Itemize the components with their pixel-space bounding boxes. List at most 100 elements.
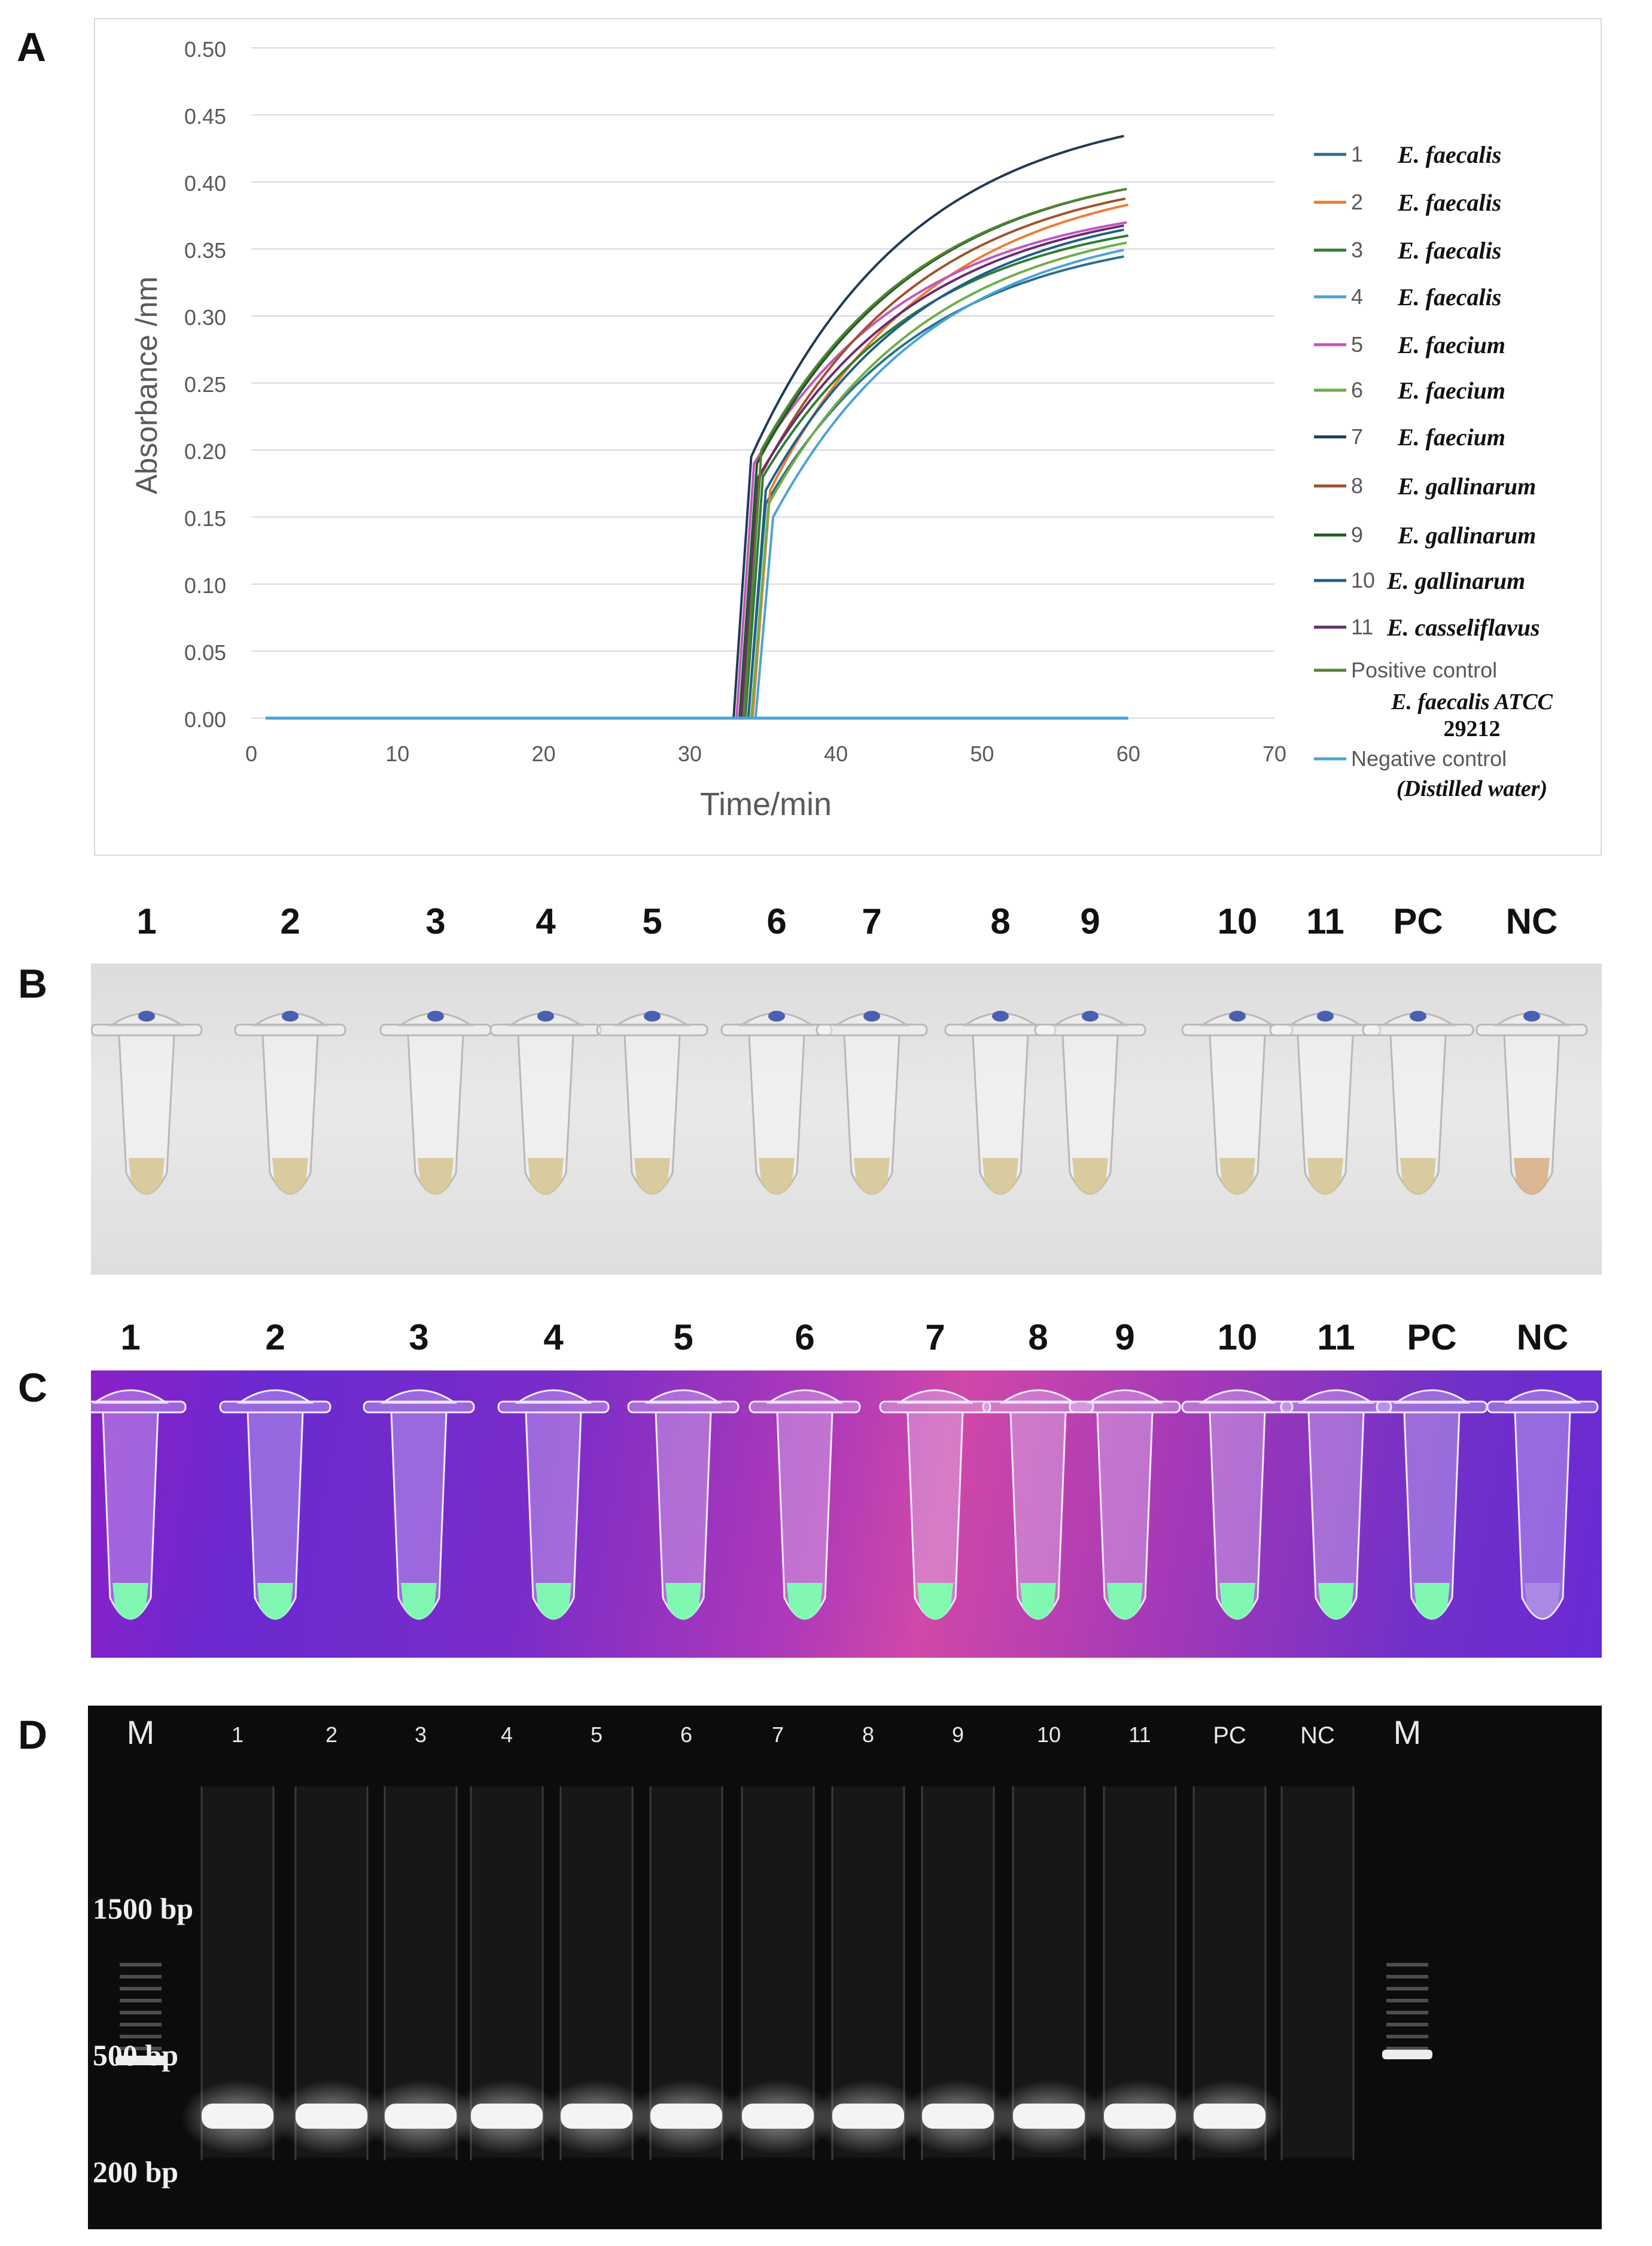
legend-control-name: Positive control [1351,658,1497,682]
tube [91,1389,187,1620]
tube-b-label: 2 [280,901,300,941]
gel-lane [181,1786,294,2160]
legend-number: 10 [1351,568,1375,592]
tube [944,1012,1057,1195]
cap-dot [992,1011,1009,1022]
tube-b-label: 6 [766,901,787,941]
tube-photo-white-light [91,964,1602,1275]
cap-dot [282,1011,299,1022]
absorbance-chart: 0.00 0.05 0.10 0.15 0.20 0.25 0.30 0.35 0.40 0.45… [130,37,1553,822]
tube-c-label: 2 [265,1317,285,1357]
gel-lane [1083,1786,1197,2160]
legend-number: 7 [1351,424,1363,449]
gel-lane [450,1786,564,2160]
panel-label-a: A [17,25,47,70]
legend-number: 11 [1351,615,1373,639]
gel-lane [1382,1963,1432,2059]
tube [749,1389,861,1620]
tube-b-label: 11 [1306,901,1344,941]
tube [982,1389,1094,1620]
series-line-4 [266,248,1124,719]
tube-b-label: 8 [990,901,1011,941]
tube [1269,1012,1382,1195]
tube-c-label: NC [1516,1317,1569,1357]
tube-c-label: 3 [409,1317,429,1357]
legend-species: E. faecium [1397,377,1505,404]
legend-species: E. gallinarum [1397,522,1536,549]
tube [91,1012,203,1195]
legend-number: 5 [1351,332,1363,357]
gel-lane [275,1786,388,2160]
legend-species: E. casseliflavus [1386,614,1540,641]
gel-lane-label: 10 [1036,1722,1061,1747]
legend-species: E. faecalis [1397,284,1501,311]
tube [1034,1012,1146,1195]
marker-500bp: 500 bp [93,2038,179,2072]
tube-labels-b: 1 2 3 4 5 6 7 8 9 10 11 PC NC [0,901,1652,949]
tube-c-label: 10 [1217,1317,1258,1357]
y-tick-label: 0.35 [184,238,226,263]
tube-photo-uv-light [91,1370,1602,1658]
gel-lane [811,1786,925,2160]
legend-number: 1 [1351,142,1363,166]
gel-lane-label: 3 [414,1722,427,1747]
tube [596,1012,708,1195]
x-tick-label: 20 [532,741,556,766]
marker-200bp: 200 bp [93,2155,179,2189]
y-tick-label: 0.40 [184,171,226,196]
tube [1069,1389,1181,1620]
gel-lane [721,1786,835,2160]
tube [1376,1389,1488,1620]
tube-b-label: 1 [136,901,157,941]
chart-frame [94,18,1602,856]
gel-lane-label: 1 [231,1722,244,1747]
cap-dot [863,1011,880,1022]
legend-number: 3 [1351,238,1363,262]
cap-dot [1523,1011,1540,1022]
cap-dot [1410,1011,1426,1022]
gel-lane-label: 11 [1128,1722,1151,1747]
tube [1280,1389,1392,1620]
legend-control-name: Negative control [1351,746,1507,771]
gel-lane [901,1786,1015,2160]
legend-species: E. faecium [1397,332,1505,358]
y-tick-label: 0.15 [184,506,226,531]
tube [1362,1012,1474,1195]
panel-label-c: C [18,1365,48,1411]
tube [489,1012,602,1195]
gel-lane [115,1963,166,2065]
gel-lane-label: 9 [951,1722,965,1747]
legend-number: 4 [1351,284,1363,309]
gel-lane [1173,1786,1286,2160]
legend-pc-strain: E. faecalis ATCC [1391,689,1553,715]
tube [1181,1389,1294,1620]
tube [363,1389,475,1620]
legend-number: 2 [1351,190,1363,214]
series-line-10 [266,228,1124,719]
tube-b-label: 3 [425,901,446,941]
y-tick-labels: 0.00 0.05 0.10 0.15 0.20 0.25 0.30 0.35 0.40 0.45… [184,37,226,732]
tube [1475,1012,1588,1195]
y-tick-label: 0.25 [184,372,226,397]
legend-number: 9 [1351,522,1363,547]
cap-dot [537,1011,554,1022]
legend-species: E. faecalis [1397,189,1501,216]
tube-c-label: 1 [120,1317,141,1357]
y-tick-label: 0.00 [184,707,226,732]
legend-nc-detail: (Distilled water) [1397,776,1547,801]
tube-b-label: 7 [862,901,882,941]
cap-dot [768,1011,785,1022]
tube-b-label: 4 [536,901,556,941]
tube [879,1389,991,1620]
tube-c-label: 4 [543,1317,564,1357]
series-line-6 [266,241,1127,719]
legend-species: E. faecalis [1397,237,1501,264]
gel-lane [1280,1786,1355,2160]
series-line-pc [266,187,1127,719]
tube-c-label: 5 [673,1317,693,1357]
legend: 1 E. faecalis 2 E. faecalis 3 E. faecalis 4 E. … [1314,141,1553,801]
gel-lane-label: 8 [862,1722,875,1747]
tube-c-label: 6 [795,1317,815,1357]
tube [497,1389,610,1620]
series-line-8 [266,197,1126,719]
